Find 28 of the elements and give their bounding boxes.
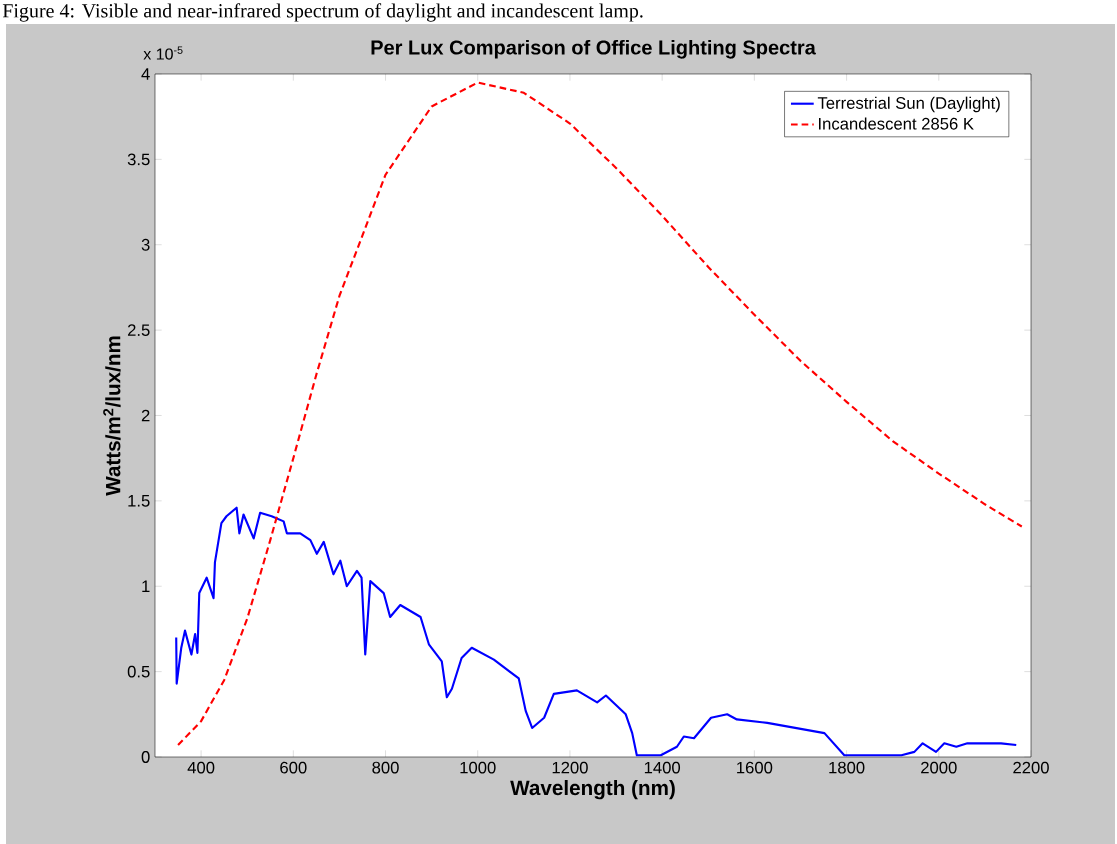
x-tick-label: 400	[187, 761, 215, 774]
x-tick-label: 600	[280, 761, 307, 774]
legend-label: Terrestrial Sun (Daylight)	[817, 96, 1000, 113]
text: x 10$^{-5}$	[143, 46, 183, 60]
y-tick-label: 3.5	[127, 153, 150, 166]
y-tick-label: 4	[141, 68, 150, 80]
x-tick-label: 2200	[1013, 761, 1049, 774]
x-tick-label: 1200	[552, 761, 588, 774]
x-axis-title: Wavelength (nm)	[510, 780, 675, 800]
chart-title: Per Lux Comparison of Office Lighting Spectra	[371, 39, 816, 59]
x-tick-label: 1400	[644, 761, 681, 774]
caption: Figure 4: Visible and near-infrared spectrum of daylight and incandescent lamp.	[2, 3, 643, 22]
y-tick-label: 3	[141, 238, 150, 251]
y-tick-label: 2	[141, 409, 150, 422]
x-tick-label: 2000	[921, 761, 957, 774]
x-tick-label: 1000	[460, 761, 496, 774]
x-tick-label: 800	[372, 761, 399, 774]
y-axis-title: Watts/m$^{2}$/lux/nm	[103, 336, 121, 496]
y-tick-label: 1	[142, 580, 150, 592]
y-tick-label: 1.5	[128, 495, 150, 507]
y-tick-label: 0.5	[127, 665, 150, 678]
x-tick-label: 1600	[737, 761, 773, 774]
line-series	[175, 506, 1018, 757]
legend-label: Incandescent 2856 K	[819, 117, 974, 130]
x-tick-label: 1800	[829, 761, 865, 774]
line-series	[176, 81, 1023, 747]
y-tick-label: 0	[141, 751, 150, 763]
y-tick-label: 2.5	[127, 324, 150, 337]
